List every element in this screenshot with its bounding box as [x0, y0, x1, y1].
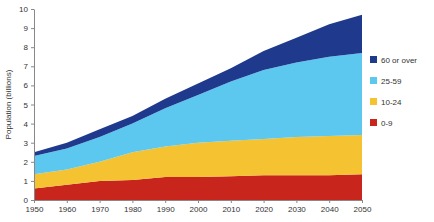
tick-mark	[329, 200, 330, 203]
tick: 2040	[321, 200, 339, 214]
tick-mark	[31, 85, 34, 86]
tick: 9	[24, 24, 34, 33]
tick-label: 5	[24, 101, 29, 110]
chart: 1950196019701980199020002010202020302040…	[0, 0, 434, 222]
legend-label: 0-9	[381, 119, 393, 128]
tick-mark	[31, 28, 34, 29]
tick-mark	[198, 200, 199, 203]
tick-mark	[31, 181, 34, 182]
legend-swatch	[370, 98, 377, 105]
tick-mark	[132, 200, 133, 203]
tick-label: 1950	[26, 205, 44, 214]
legend-label: 25-59	[381, 77, 402, 86]
tick: 2020	[255, 200, 273, 214]
legend-label: 10-24	[381, 98, 402, 107]
tick-label: 9	[24, 24, 29, 33]
tick-label: 2	[24, 158, 29, 167]
x-axis: 1950 1960 1970 1980 1990 2000 2010 2020 2030 2040…	[26, 200, 372, 214]
tick-label: 1970	[91, 205, 109, 214]
tick-label: 8	[24, 43, 29, 52]
tick-label: 2020	[255, 205, 273, 214]
tick-mark	[165, 200, 166, 203]
tick-mark	[296, 200, 297, 203]
y-axis: 0 1 2 3 4 5 6 7 8 9 10	[19, 5, 34, 205]
tick: 1960	[58, 200, 76, 214]
legend-label: 60 or over	[381, 56, 417, 65]
legend-swatch	[370, 119, 377, 126]
tick-mark	[31, 9, 34, 10]
tick-mark	[31, 143, 34, 144]
tick-label: 0	[24, 196, 29, 205]
legend-swatch	[370, 56, 377, 63]
tick-label: 2000	[190, 205, 208, 214]
tick-mark	[264, 200, 265, 203]
area-series	[34, 15, 362, 156]
tick: 1980	[124, 200, 142, 214]
tick-mark	[31, 66, 34, 67]
area-series	[34, 53, 362, 174]
tick-mark	[31, 124, 34, 125]
tick-mark	[67, 200, 68, 203]
plot-area	[34, 15, 362, 200]
tick-label: 1960	[58, 205, 76, 214]
tick-label: 7	[24, 62, 29, 71]
tick-label: 2030	[288, 205, 306, 214]
axis-line	[34, 10, 35, 201]
tick-mark	[100, 200, 101, 203]
tick-mark	[31, 200, 34, 201]
tick: 1970	[91, 200, 109, 214]
tick: 6	[24, 81, 34, 90]
tick: 7	[24, 62, 34, 71]
tick: 1990	[157, 200, 175, 214]
tick: 1950	[26, 200, 44, 214]
legend-swatch	[370, 77, 377, 84]
tick-label: 2010	[222, 205, 240, 214]
tick: 0	[24, 196, 34, 205]
tick-label: 3	[24, 139, 29, 148]
tick-mark	[31, 105, 34, 106]
tick: 2000	[190, 200, 208, 214]
tick: 2010	[222, 200, 240, 214]
tick: 8	[24, 43, 34, 52]
tick-label: 6	[24, 81, 29, 90]
tick: 1	[24, 177, 34, 186]
tick: 4	[24, 120, 34, 129]
y-axis-title: Population (billions)	[4, 69, 13, 139]
legend: 60 or over 25-59 10-24 0-9	[370, 56, 417, 128]
tick-label: 1	[24, 177, 29, 186]
tick: 2030	[288, 200, 306, 214]
tick-mark	[31, 162, 34, 163]
tick: 3	[24, 139, 34, 148]
tick: 10	[19, 5, 34, 14]
tick-mark	[362, 200, 363, 203]
tick-label: 4	[24, 120, 29, 129]
tick-mark	[231, 200, 232, 203]
tick-label: 2040	[321, 205, 339, 214]
tick-mark	[31, 47, 34, 48]
tick: 2	[24, 158, 34, 167]
tick-label: 10	[19, 5, 28, 14]
tick: 5	[24, 101, 34, 110]
tick-label: 2050	[354, 205, 372, 214]
tick-label: 1990	[157, 205, 175, 214]
tick: 2050	[354, 200, 372, 214]
tick-label: 1980	[124, 205, 142, 214]
